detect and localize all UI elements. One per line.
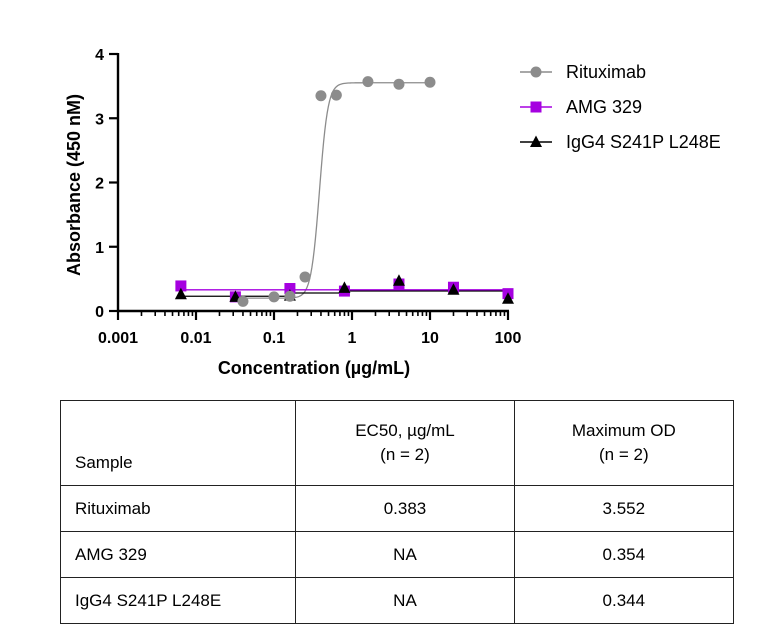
y-tick-label: 1 [95, 240, 104, 257]
y-tick-label: 3 [95, 111, 104, 128]
y-tick-label: 2 [95, 176, 104, 193]
table-header-row: Sample EC50, µg/mL (n = 2) Maximum OD (n… [59, 400, 735, 486]
axes: 0.001 0.01 0.1 1 10 100 0 1 2 3 4 [95, 47, 521, 347]
legend-label-amg-329: AMG 329 [566, 97, 642, 117]
summary-table: Sample EC50, µg/mL (n = 2) Maximum OD (n… [59, 400, 735, 624]
legend: Rituximab AMG 329 IgG4 S241P L248E [520, 62, 721, 152]
cell-max-od: 3.552 [513, 485, 735, 532]
table-row: AMG 329 NA 0.354 [59, 531, 735, 578]
point-rituximab [284, 290, 296, 302]
x-tick-label: 0.01 [180, 330, 211, 347]
table-row: Rituximab 0.383 3.552 [59, 485, 735, 532]
cell-max-od: 0.344 [513, 577, 735, 624]
legend-label-igg4-s241p-l248e: IgG4 S241P L248E [566, 132, 721, 152]
point-rituximab [393, 78, 405, 90]
cell-ec50: NA [295, 577, 515, 624]
table-row: IgG4 S241P L248E NA 0.344 [59, 577, 735, 624]
point-rituximab [237, 295, 249, 307]
x-tick-label: 100 [495, 330, 522, 347]
fit-curves [180, 82, 508, 299]
header-ec50: EC50, µg/mL (n = 2) [295, 400, 515, 486]
header-max-od: Maximum OD (n = 2) [513, 400, 735, 486]
point-igg4-s241p-l248e [338, 281, 351, 293]
y-tick-label: 0 [95, 304, 104, 321]
header-ec50-line2: (n = 2) [380, 445, 430, 464]
cell-sample: Rituximab [59, 485, 297, 532]
header-max-line2: (n = 2) [599, 445, 649, 464]
cell-sample: IgG4 S241P L248E [59, 577, 297, 624]
point-rituximab [362, 76, 374, 88]
cell-ec50: 0.383 [295, 485, 515, 532]
y-axis-title: Absorbance (450 nM) [64, 94, 84, 276]
x-axis-title: Concentration (µg/mL) [218, 358, 410, 378]
header-ec50-line1: EC50, µg/mL [355, 421, 455, 440]
point-amg-329 [284, 283, 296, 295]
header-sample: Sample [59, 400, 297, 486]
x-tick-label: 0.001 [98, 330, 138, 347]
point-rituximab [330, 89, 342, 101]
point-amg-329 [175, 280, 187, 292]
point-igg4-s241p-l248e [447, 283, 460, 295]
point-rituximab [315, 90, 327, 102]
header-max-line1: Maximum OD [571, 421, 676, 440]
curve-rituximab [242, 82, 430, 299]
y-tick-label: 4 [95, 47, 104, 64]
x-tick-label: 10 [421, 330, 439, 347]
point-igg4-s241p-l248e [502, 292, 514, 304]
legend-marker-rituximab [530, 66, 542, 78]
point-igg4-s241p-l248e [392, 274, 405, 286]
cell-ec50: NA [295, 531, 515, 578]
legend-marker-igg4-s241p-l248e [530, 135, 542, 147]
x-tick-label: 1 [348, 330, 357, 347]
legend-marker-amg-329 [530, 101, 542, 113]
point-rituximab [299, 271, 311, 283]
x-tick-label: 0.1 [263, 330, 285, 347]
point-rituximab [268, 291, 280, 303]
point-igg4-s241p-l248e [174, 287, 187, 300]
dose-response-chart: 0.001 0.01 0.1 1 10 100 0 1 2 3 4 Absorbance (450 … [64, 47, 721, 378]
data-points [174, 76, 514, 307]
cell-sample: AMG 329 [59, 531, 297, 578]
cell-max-od: 0.354 [513, 531, 735, 578]
point-rituximab [424, 76, 436, 88]
legend-label-rituximab: Rituximab [566, 62, 646, 82]
